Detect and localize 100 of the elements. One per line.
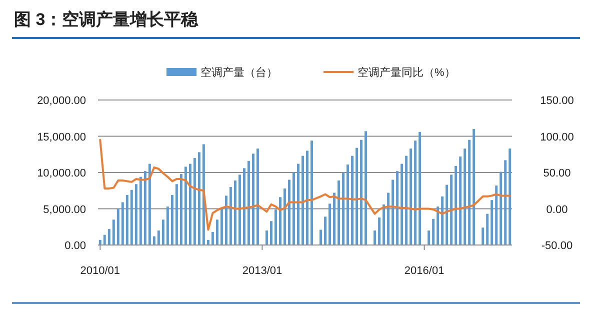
bar [414,140,417,245]
bar [202,144,205,245]
bar [157,230,160,245]
bar [134,184,138,245]
bar [320,230,322,245]
bar [446,184,448,245]
y2-tick-label: 100.00 [540,131,574,144]
bar [356,148,358,245]
y-tick-label: 15,000.00 [37,131,86,144]
bar [103,234,106,245]
bar [338,180,340,245]
bar [410,148,412,245]
bar [98,240,102,245]
bar [504,160,507,245]
bar [436,206,440,245]
bar [188,164,192,245]
bar [265,230,268,245]
legend-label: 空调产量同比（%） [358,66,456,79]
bar [508,148,512,245]
bar [396,171,399,245]
bar [387,192,390,245]
y-tick-label: 10,000.00 [37,168,86,180]
bar [152,236,156,245]
bar [459,156,462,245]
bar [139,176,142,245]
bar [224,196,228,245]
bar [279,197,282,245]
bar [428,230,430,245]
bar [306,150,308,245]
bar [198,152,200,245]
bar [238,174,241,245]
bar [162,220,164,245]
bar [292,172,295,245]
bar [400,164,404,245]
bar [490,200,494,245]
bar [418,132,422,245]
y-tick-label: 0.00 [64,240,86,252]
bar [468,140,471,245]
bar [108,229,110,245]
bar [175,184,178,245]
bar [328,204,331,245]
bar [216,220,218,245]
bar [454,166,458,245]
bar [274,209,277,245]
y2-tick-label: 50.00 [543,168,571,180]
bar [116,208,120,245]
bar [256,148,259,245]
bar [351,156,354,245]
bar [126,194,128,245]
bar [180,174,182,245]
y2-tick-label: -50.00 [541,240,573,252]
bar [364,131,368,245]
bar [184,166,187,245]
bar [252,154,254,245]
bar [346,164,350,245]
bar [170,194,174,245]
bar [130,190,133,245]
bar [360,140,363,245]
bar [206,240,210,245]
bar [482,228,484,245]
bar [392,180,394,245]
bar [450,174,453,245]
bar [378,217,381,245]
bar [432,218,435,245]
bar [302,156,304,245]
y2-tick-label: 150.00 [540,95,574,107]
bar [486,214,489,245]
bar [220,208,223,245]
bar [441,196,444,245]
x-tick-label: 2013/01 [242,265,282,277]
line-series [99,138,511,231]
bar [464,148,466,245]
bar [333,192,336,245]
bar [148,164,151,245]
bar [144,171,146,245]
bar [324,216,326,245]
y2-tick-label: 0.00 [546,204,568,216]
legend-label: 空调产量（台） [200,66,278,79]
bar [284,188,286,245]
bar [495,186,498,245]
bar [472,129,476,245]
bar [405,156,408,245]
bar [342,172,345,245]
bar [310,140,313,245]
chart-title: 图 3：空调产量增长平稳 [14,10,200,29]
bar [270,221,272,245]
x-tick-label: 2010/01 [80,265,120,277]
bar [229,187,232,245]
bar [382,204,386,245]
bar [374,230,376,245]
bar [211,232,214,245]
bar [247,160,250,245]
y-tick-label: 5,000.00 [43,204,86,216]
bar [242,168,246,245]
bar [166,206,169,245]
bar [288,180,290,245]
bar [500,172,502,245]
bar [121,202,124,245]
bar [297,164,300,245]
x-tick-label: 2016/01 [404,265,444,277]
